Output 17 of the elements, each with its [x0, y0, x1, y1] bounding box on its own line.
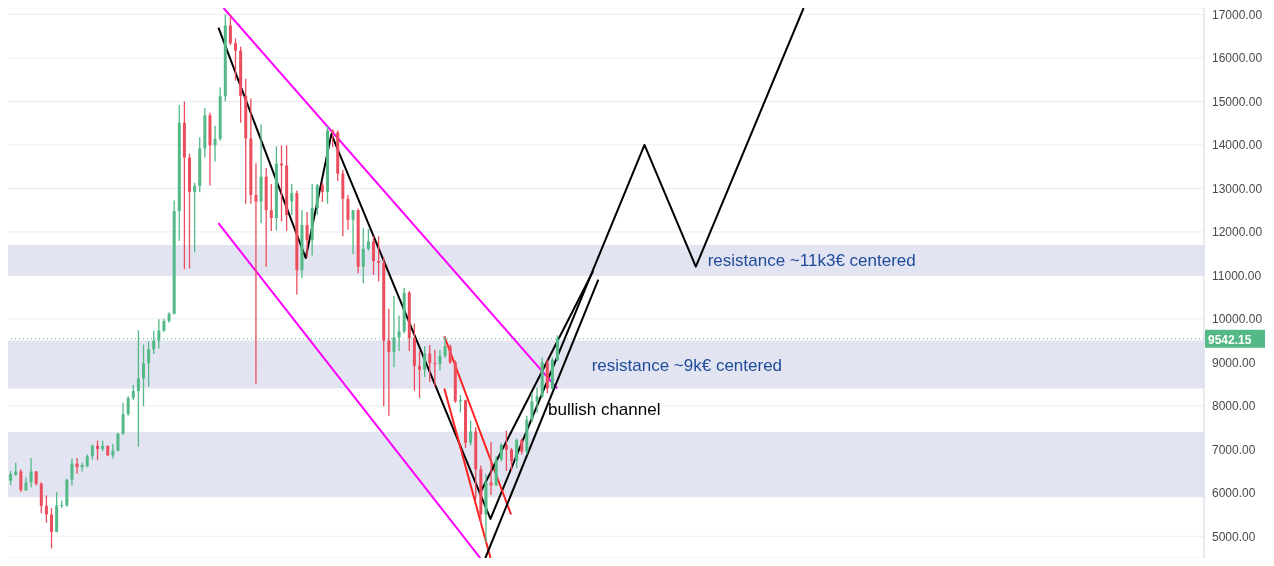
y-tick-label: 14000.00: [1212, 138, 1263, 153]
y-tick-label: 17000.00: [1212, 7, 1263, 22]
y-tick-label: 5000.00: [1212, 529, 1256, 544]
annotation: bullish channel: [548, 400, 661, 420]
y-tick-label: 10000.00: [1212, 312, 1263, 327]
y-tick-label: 12000.00: [1212, 225, 1263, 240]
y-tick-label: 13000.00: [1212, 181, 1263, 196]
ref-line-label: 9542.15: [1208, 332, 1252, 347]
y-tick-label: 11000.00: [1212, 268, 1262, 283]
band-label: resistance ~9k€ centered: [591, 355, 783, 375]
y-tick-label: 8000.00: [1212, 399, 1256, 414]
band-label: resistance ~11k3€ centered: [707, 251, 916, 271]
y-tick-label: 7000.00: [1212, 442, 1256, 457]
y-tick-label: 6000.00: [1212, 486, 1256, 501]
y-tick-label: 16000.00: [1212, 51, 1263, 66]
y-tick-label: 9000.00: [1212, 355, 1256, 370]
y-tick-label: 15000.00: [1212, 94, 1263, 109]
